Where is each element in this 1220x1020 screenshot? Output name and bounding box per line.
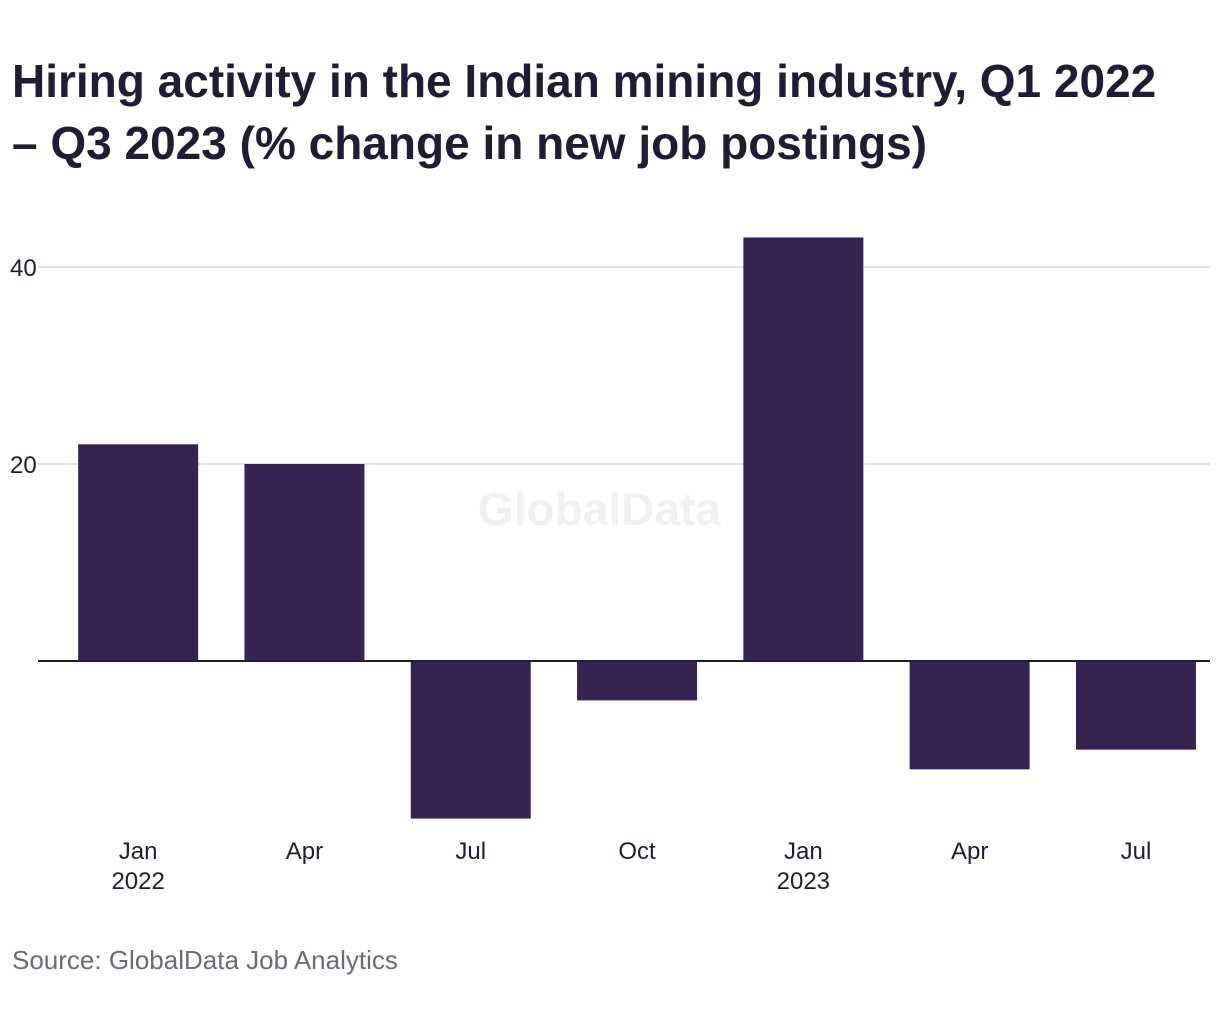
bar-0	[78, 444, 199, 661]
x-tick-labels: Jan 2022 Apr Jul Oct Jan 2023 Apr Jul	[111, 838, 1151, 895]
bar-4	[743, 237, 864, 661]
x-tick-label: Apr	[951, 838, 988, 865]
y-tick-label: 40	[10, 255, 37, 282]
bar-3	[577, 661, 698, 701]
x-tick-label: Oct	[618, 838, 656, 865]
watermark-text: GlobalData	[478, 483, 721, 535]
x-tick-label: Jul	[1121, 838, 1152, 865]
bar-6	[1075, 661, 1196, 750]
bar-1	[244, 464, 365, 661]
x-tick-label: Jan 2022	[111, 838, 164, 895]
x-tick-label: Jan 2023	[777, 838, 830, 895]
x-tick-label: Apr	[286, 838, 323, 865]
grid-lines	[38, 266, 1210, 465]
source-note: Source: GlobalData Job Analytics	[12, 945, 398, 975]
bars	[78, 237, 1196, 819]
bar-5	[909, 661, 1030, 770]
bar-2	[410, 661, 531, 819]
chart-title: Hiring activity in the Indian mining ind…	[12, 55, 1157, 169]
y-tick-label: 20	[10, 452, 37, 479]
x-tick-label: Jul	[455, 838, 486, 865]
